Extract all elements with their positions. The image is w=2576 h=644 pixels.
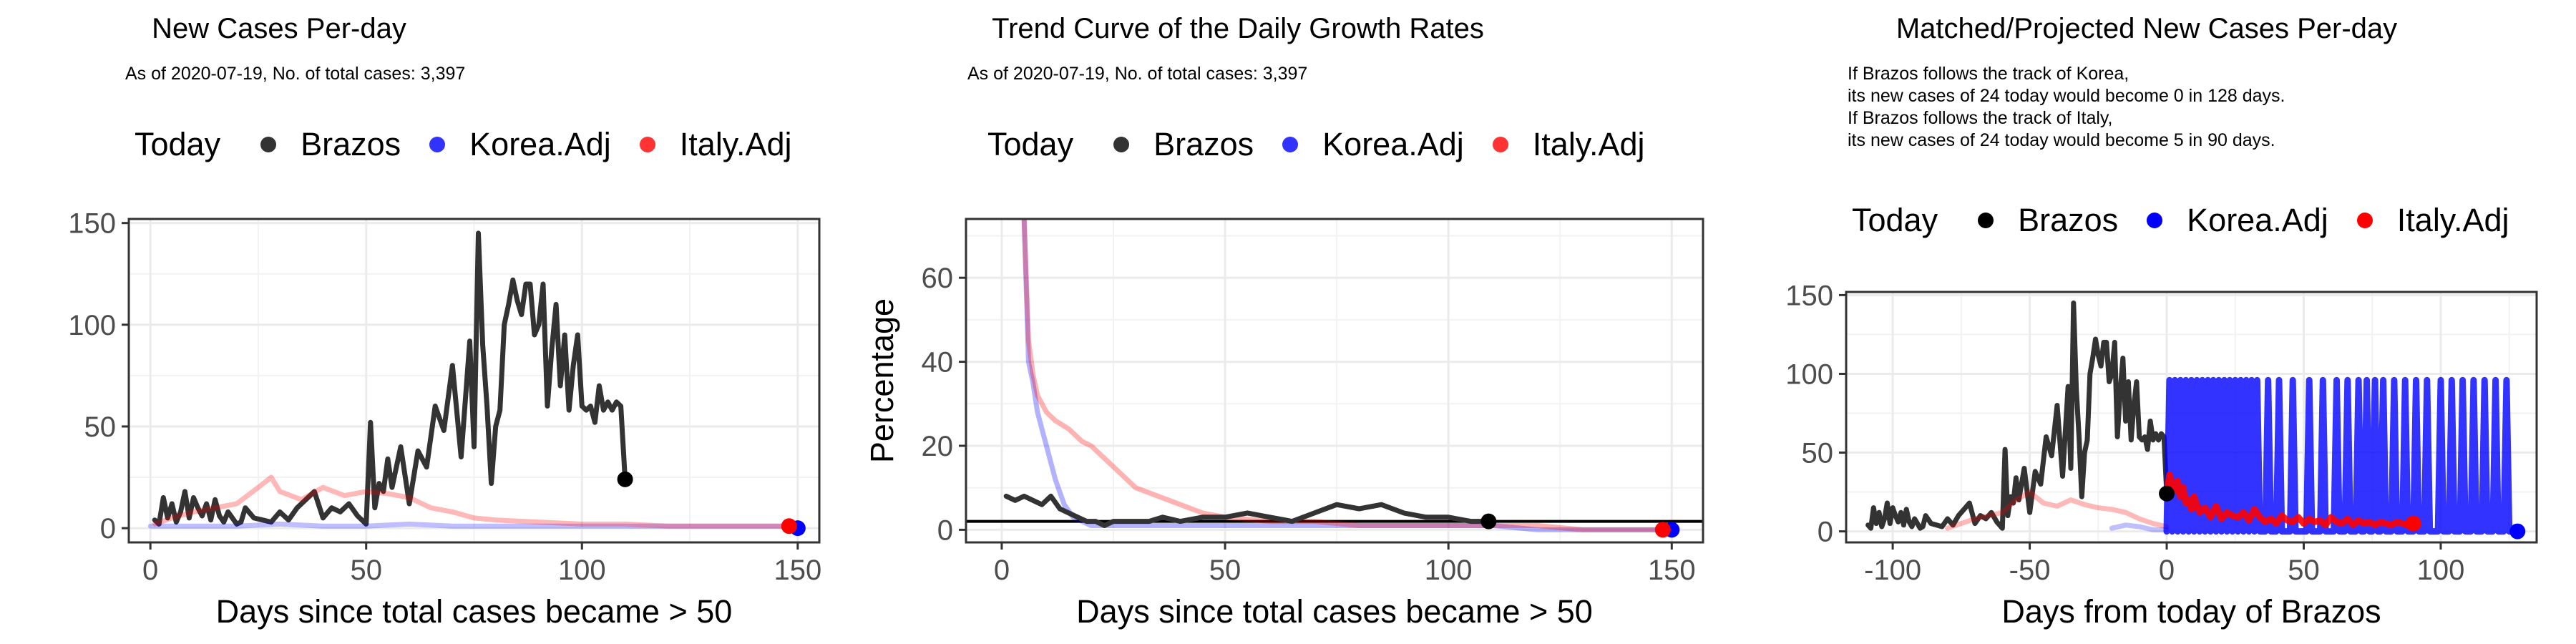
legend-dot-brazos <box>1113 137 1130 152</box>
legend-dot-korea <box>1282 137 1299 152</box>
series-group <box>147 230 801 529</box>
x-tick-label: 100 <box>1425 555 1473 586</box>
today-point-brazos <box>1480 513 1497 530</box>
series-line-korea-adj <box>147 521 801 529</box>
chart-title: Trend Curve of the Daily Growth Rates <box>992 13 1484 44</box>
legend-label-italy: Italy.Adj <box>1532 126 1645 162</box>
legend-item-brazos: Brazos <box>260 126 401 163</box>
x-tick-label: 150 <box>1648 555 1696 586</box>
x-axis-title: Days since total cases became > 50 <box>216 593 733 630</box>
legend-label-brazos: Brazos <box>301 126 401 162</box>
chart-subtitle: As of 2020-07-19, No. of total cases: 3,… <box>967 64 1308 84</box>
legend-title: Today <box>135 126 221 162</box>
x-tick-label: -50 <box>2009 555 2051 586</box>
legend-dot-korea <box>2147 213 2163 228</box>
x-tick-label: 50 <box>2288 555 2320 586</box>
legend-item-italy: Italy.Adj <box>1492 126 1645 163</box>
legend-dot-italy <box>1492 137 1508 152</box>
x-axis-title: Days from today of Brazos <box>2001 593 2381 630</box>
y-tick-label: 0 <box>100 513 116 545</box>
chart-plot: 0 50 100 150 0 50 100 150 Days since total cases… <box>68 208 821 630</box>
x-tick-label: 100 <box>2417 555 2465 586</box>
series-line-korea-history <box>2109 522 2170 532</box>
legend-item-italy: Italy.Adj <box>639 126 792 163</box>
legend-item-korea: Korea.Adj <box>1282 126 1464 163</box>
y-tick-label: 100 <box>1785 358 1833 390</box>
today-point-korea-adj <box>2509 523 2526 540</box>
legend-dot-italy <box>2356 213 2373 228</box>
x-tick-label: 50 <box>1209 555 1241 586</box>
y-tick-label: 150 <box>68 208 116 240</box>
legend-item-brazos: Brazos <box>1978 202 2118 239</box>
series-line-korea-adj <box>2163 376 2521 535</box>
legend-title: Today <box>1852 202 1938 238</box>
x-tick-label: 0 <box>142 555 158 586</box>
plot-border <box>127 218 821 544</box>
x-tick-label: -100 <box>1864 555 1921 586</box>
legend-dot-brazos <box>1978 213 1994 228</box>
legend-label-italy: Italy.Adj <box>679 126 792 162</box>
series-line-brazos <box>152 230 628 527</box>
legend-item-korea: Korea.Adj <box>429 126 611 163</box>
legend-item-italy: Italy.Adj <box>2356 202 2509 239</box>
y-tick-label: 50 <box>1802 438 1834 469</box>
chart-title: Matched/Projected New Cases Per-day <box>1896 13 2398 44</box>
chart-plot: 0 50 100 150 0 20 40 60 Days since total cases b… <box>864 218 1704 630</box>
legend-label-brazos: Brazos <box>2018 202 2119 238</box>
today-point-italy-adj <box>2405 515 2421 532</box>
series-line-italy-adj <box>1021 219 1666 532</box>
legend-dot-italy <box>639 137 655 152</box>
plot-border <box>965 218 1704 544</box>
panel-new-cases: New Cases Per-day As of 2020-07-19, No. … <box>0 0 859 644</box>
y-tick-label: 40 <box>922 347 954 379</box>
plot-border <box>1845 291 2538 544</box>
y-tick-label: 20 <box>922 431 954 462</box>
legend-item-korea: Korea.Adj <box>2147 202 2328 239</box>
y-tick-label: 0 <box>937 514 953 546</box>
legend-dot-brazos <box>260 137 277 152</box>
series-line-brazos <box>1003 493 1496 528</box>
series-line-korea-adj <box>1021 219 1674 532</box>
legend: Today Brazos Korea.Adj Italy.Adj <box>1852 202 2538 239</box>
legend-title: Today <box>987 126 1074 162</box>
chart-plot: -100 -50 0 50 100 0 50 100 150 Days from today of… <box>1785 280 2538 630</box>
legend-label-korea: Korea.Adj <box>469 126 611 162</box>
series-line-italy-adj <box>2163 471 2417 529</box>
x-axis-title: Days since total cases became > 50 <box>1076 593 1593 630</box>
x-tick-label: 0 <box>2159 555 2175 586</box>
x-tick-label: 150 <box>774 555 821 586</box>
y-axis-title: Percentage <box>864 298 900 463</box>
today-point-brazos <box>617 471 633 487</box>
legend-dot-korea <box>429 137 446 152</box>
chart-title: New Cases Per-day <box>152 13 406 44</box>
series-line-italy-history <box>1945 489 2170 531</box>
legend: Today Brazos Korea.Adj Italy.Adj <box>987 126 1674 163</box>
y-tick-label: 50 <box>84 411 117 443</box>
y-tick-label: 100 <box>68 310 116 341</box>
series-line-brazos <box>1865 300 2170 531</box>
chart-subtitle: As of 2020-07-19, No. of total cases: 3,… <box>125 64 466 84</box>
x-tick-label: 50 <box>350 555 382 586</box>
panel-growth-rates: Trend Curve of the Daily Growth Rates As… <box>859 0 1717 644</box>
series-group <box>966 219 1703 532</box>
series-line-italy-adj <box>152 474 792 529</box>
x-tick-label: 0 <box>994 555 1010 586</box>
legend: Today Brazos Korea.Adj Italy.Adj <box>135 126 821 163</box>
y-tick-label: 60 <box>922 263 954 294</box>
y-tick-label: 0 <box>1818 517 1833 548</box>
y-tick-label: 150 <box>1785 280 1833 311</box>
today-point-brazos <box>2159 485 2175 502</box>
legend-label-italy: Italy.Adj <box>2396 202 2509 238</box>
legend-label-brazos: Brazos <box>1153 126 1254 162</box>
panel-projected-cases: Matched/Projected New Cases Per-day If B… <box>1717 0 2576 644</box>
today-point-italy-adj <box>1654 522 1671 538</box>
x-tick-label: 100 <box>558 555 606 586</box>
legend-label-korea: Korea.Adj <box>2187 202 2328 238</box>
legend-item-brazos: Brazos <box>1113 126 1254 163</box>
chart-subtitle: If Brazos follows the track of Korea, it… <box>1848 64 2285 150</box>
today-point-italy-adj <box>781 518 797 535</box>
series-group <box>1865 300 2521 535</box>
legend-label-korea: Korea.Adj <box>1322 126 1464 162</box>
